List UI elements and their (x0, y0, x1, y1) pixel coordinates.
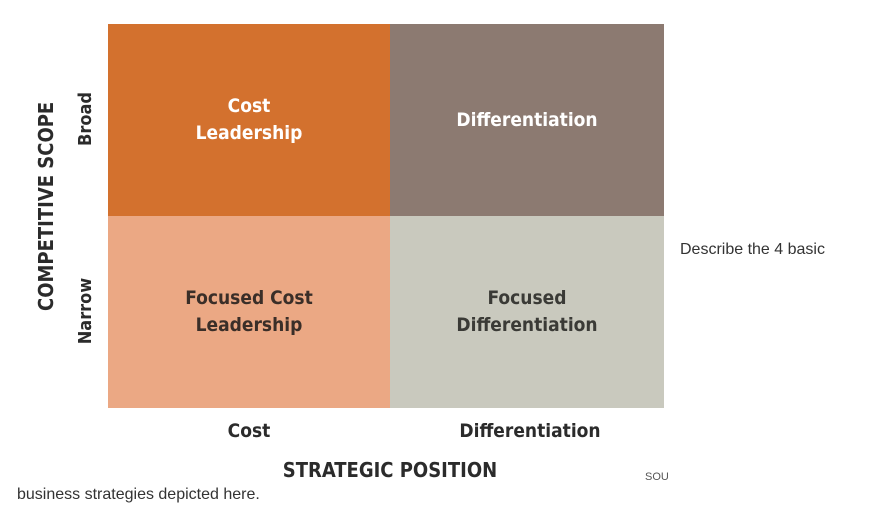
focused-differentiation-label: Focused Differentiation (456, 287, 598, 336)
cost-leadership-cell: Cost Leadership (108, 24, 390, 216)
question-line-2: business strategies depicted here. (17, 486, 260, 503)
cost-leadership-label: Cost Leadership (195, 95, 303, 144)
focused-differentiation-cell: Focused Differentiation (390, 216, 664, 408)
differentiation-cell: Differentiation (390, 24, 664, 216)
y-axis-title: COMPETITIVE SCOPE (34, 101, 58, 311)
y-label-narrow: Narrow (75, 277, 96, 345)
x-label-cost: Cost (227, 420, 271, 442)
y-label-broad: Broad (75, 92, 96, 146)
focused-cost-leadership-cell: Focused Cost Leadership (108, 216, 390, 408)
focused-cost-leadership-label: Focused Cost Leadership (185, 287, 313, 336)
question-line-1: Describe the 4 basic (680, 241, 825, 258)
x-label-differentiation: Differentiation (459, 420, 601, 442)
differentiation-label: Differentiation (456, 108, 598, 131)
x-axis-title: STRATEGIC POSITION (282, 458, 498, 482)
source-fragment: SOU (645, 471, 669, 483)
